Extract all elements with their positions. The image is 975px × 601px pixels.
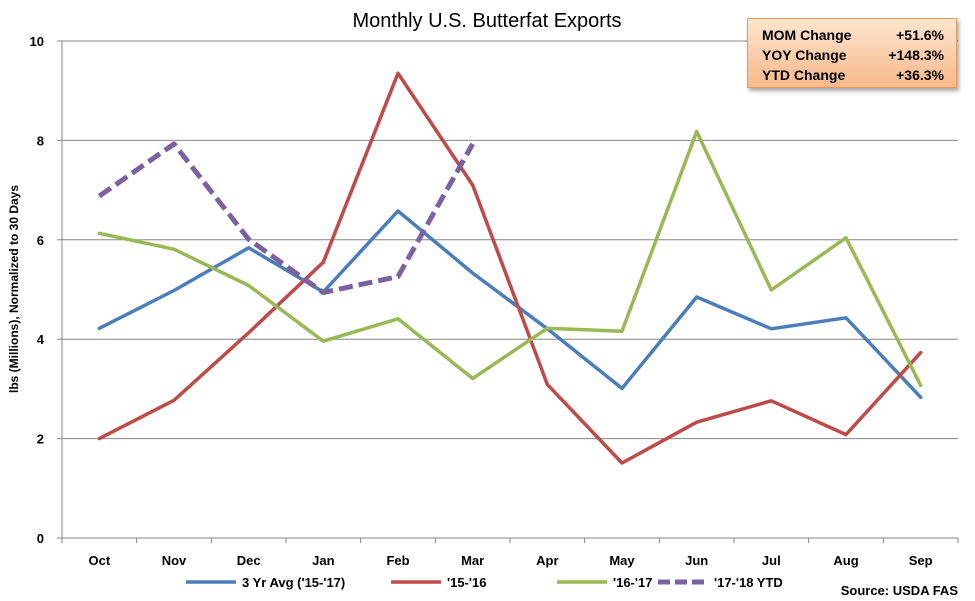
legend-label: 3 Yr Avg ('15-'17)	[242, 575, 345, 590]
chart-title: Monthly U.S. Butterfat Exports	[353, 10, 622, 32]
y-tick-label: 6	[37, 233, 44, 248]
x-tick-label: Feb	[386, 553, 409, 568]
series-line-0	[97, 209, 923, 400]
stat-row-yoy: YOY Change +148.3%	[762, 45, 944, 65]
stat-row-ytd: YTD Change +36.3%	[762, 65, 944, 85]
series-line-2	[97, 129, 923, 388]
legend-label: '15-'16	[447, 575, 486, 590]
y-tick-label: 4	[37, 332, 45, 347]
y-tick-label: 2	[37, 432, 44, 447]
stat-row-mom: MOM Change +51.6%	[762, 25, 944, 45]
x-tick-label: Jan	[312, 553, 334, 568]
x-axis-ticks: Oct Nov Dec Jan Feb Mar Apr May Jun Jul Aug Sep	[88, 553, 932, 568]
x-tick-label: Oct	[88, 553, 110, 568]
y-axis-label: lbs (Millions), Normalized to 30 Days	[7, 185, 21, 393]
x-tick-label: Sep	[909, 553, 933, 568]
change-summary-box: MOM Change +51.6% YOY Change +148.3% YTD…	[747, 18, 957, 88]
x-tick-label: Jul	[762, 553, 781, 568]
stat-value: +36.3%	[896, 67, 944, 83]
y-axis-ticks: 0 2 4 6 8 10	[30, 34, 45, 546]
series-lines	[97, 71, 923, 465]
stat-label: YTD Change	[762, 67, 846, 83]
legend-label: '17-'18 YTD	[714, 575, 783, 590]
x-tick-label: Dec	[237, 553, 261, 568]
series-line-3	[97, 141, 475, 295]
stat-label: MOM Change	[762, 27, 852, 43]
stat-value: +148.3%	[888, 47, 944, 63]
grid-lines	[62, 40, 958, 440]
stat-label: YOY Change	[762, 47, 847, 63]
x-tick-label: Aug	[833, 553, 858, 568]
x-tick-label: Nov	[162, 553, 187, 568]
y-tick-label: 10	[30, 34, 44, 49]
y-tick-label: 0	[37, 531, 44, 546]
x-tick-label: Mar	[461, 553, 484, 568]
x-tick-label: Jun	[685, 553, 708, 568]
legend-label: '16-'17	[613, 575, 652, 590]
x-tick-label: Apr	[536, 553, 558, 568]
source-note: Source: USDA FAS	[841, 583, 959, 598]
x-tick-label: May	[609, 553, 635, 568]
axes	[57, 40, 959, 543]
legend: 3 Yr Avg ('15-'17) '15-'16 '16-'17 '17-'18 …	[186, 575, 783, 590]
series-line-1	[97, 71, 923, 465]
y-tick-label: 8	[37, 133, 44, 148]
stat-value: +51.6%	[896, 27, 944, 43]
